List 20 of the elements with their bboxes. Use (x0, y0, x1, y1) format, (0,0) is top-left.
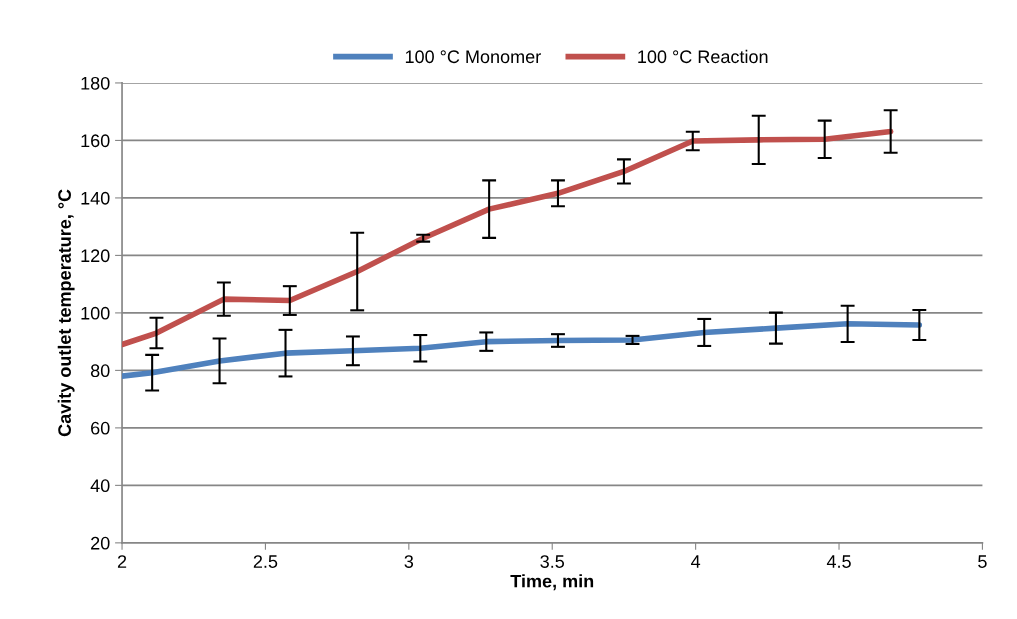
x-tick-label: 4.5 (826, 555, 851, 568)
x-tick-label: 2.5 (253, 555, 278, 568)
x-tick-label: 3.5 (540, 555, 565, 568)
y-tick-label: 140 (81, 191, 110, 205)
y-tick-label: 20 (91, 536, 110, 550)
legend-label: 100 °C Reaction (638, 49, 768, 64)
y-tick-label: 40 (90, 479, 110, 493)
x-tick-label: 4 (691, 555, 701, 568)
x-tick-label: 3 (404, 555, 414, 568)
y-tick-label: 100 (81, 306, 110, 320)
y-tick-label: 120 (81, 249, 110, 263)
y-tick-label: 80 (90, 364, 110, 378)
x-tick-label: 5 (978, 555, 987, 568)
legend-label: 100 °C Monomer (405, 50, 541, 64)
y-tick-label: 180 (81, 76, 110, 90)
y-axis-title: Cavity outlet temperature, °C (57, 189, 75, 437)
x-tick-label: 2 (117, 555, 127, 568)
y-tick-label: 160 (81, 134, 110, 148)
y-tick-label: 60 (91, 421, 110, 435)
x-axis-title: Time, min (510, 574, 594, 591)
